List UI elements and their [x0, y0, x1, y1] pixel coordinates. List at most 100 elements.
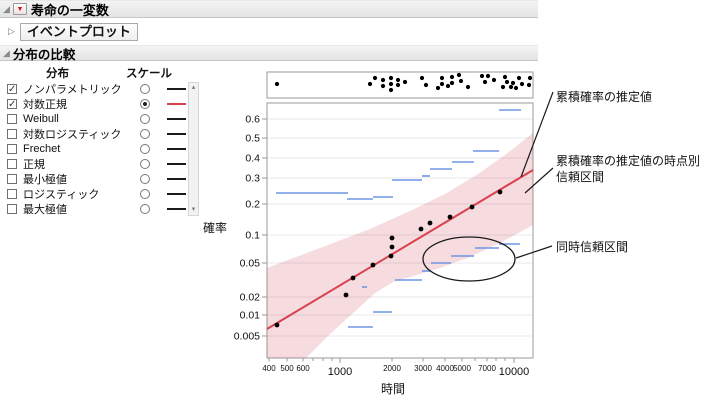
header-title-compare-distributions: 分布の比較 [12, 47, 76, 62]
outline-header-life-distribution[interactable]: ◢ ▼ 寿命の一変数 [0, 0, 538, 18]
panel-scrollbar[interactable]: ▴ ▾ [188, 82, 199, 216]
distribution-label: 対数ロジスティック [23, 128, 122, 141]
svg-text:0.01: 0.01 [240, 310, 261, 322]
pointwise-confidence-band [267, 133, 533, 358]
y-axis-title: 確率 [203, 220, 227, 235]
gridlines [268, 118, 532, 337]
distribution-checkbox[interactable] [7, 173, 17, 184]
scale-radio[interactable] [140, 203, 150, 214]
distribution-label: Weibull [23, 112, 59, 125]
disclosure-collapsed-icon[interactable]: ▷ [8, 26, 15, 36]
distribution-checkbox[interactable] [7, 113, 17, 124]
scroll-down-icon[interactable]: ▾ [191, 206, 196, 213]
distribution-label: ロジスティック [23, 188, 100, 201]
column-header-scale: スケール [126, 68, 172, 80]
header-title-life-distribution: 寿命の一変数 [30, 2, 109, 18]
distribution-row: ✓ ノンパラメトリック [0, 81, 187, 96]
scale-radio[interactable] [140, 188, 150, 199]
scale-radio[interactable] [140, 128, 150, 139]
scale-radio[interactable] [140, 143, 150, 154]
distribution-checkbox[interactable]: ✓ [7, 83, 17, 95]
annotation-simultaneous: 同時信頼区間 [556, 240, 628, 254]
y-axis[interactable]: 0.6 0.5 0.4 0.3 0.2 0.1 0.05 0.02 0.01 0.005 [234, 114, 267, 343]
distribution-row [0, 216, 187, 219]
svg-text:10000: 10000 [499, 366, 530, 378]
simultaneous-ci-ellipse-annotation [422, 236, 516, 282]
disclosure-open-icon[interactable]: ◢ [3, 3, 10, 14]
simultaneous-ci-segments [276, 109, 521, 328]
distribution-label: Frechet [23, 142, 61, 155]
distribution-row: ✓ 対数正規 [0, 96, 187, 111]
line-style-swatch[interactable] [167, 147, 186, 150]
scroll-up-icon[interactable]: ▴ [191, 84, 196, 91]
distribution-checkbox[interactable]: ✓ [7, 98, 17, 110]
column-header-distribution: 分布 [46, 68, 69, 80]
line-style-swatch[interactable] [167, 87, 186, 90]
distribution-checkbox[interactable] [7, 218, 17, 219]
annotation-pointwise-line1: 累積確率の推定値の時点別 [556, 153, 700, 168]
distribution-checkbox[interactable] [7, 128, 17, 139]
svg-text:0.6: 0.6 [245, 114, 260, 126]
svg-text:3000: 3000 [414, 364, 432, 373]
distribution-checkbox[interactable] [7, 188, 17, 199]
distribution-row: 対数ロジスティック [0, 126, 187, 141]
svg-text:2000: 2000 [383, 364, 401, 373]
disclosure-open-icon-2[interactable]: ◢ [3, 47, 10, 58]
line-style-swatch[interactable] [167, 192, 186, 195]
distribution-row: Weibull [0, 111, 187, 126]
svg-text:0.1: 0.1 [245, 230, 260, 242]
distribution-checkbox[interactable] [7, 203, 17, 214]
distribution-rows: ✓ ノンパラメトリック ✓ 対数正規 Weibull 対数ロジスティック Frechet 正規… [0, 81, 187, 219]
line-style-swatch[interactable] [167, 162, 186, 165]
scale-radio[interactable] [140, 98, 150, 109]
distribution-row: 正規 [0, 156, 187, 171]
distribution-label: 最大極値 [23, 203, 67, 216]
scale-radio[interactable] [140, 113, 150, 124]
scatter-points [274, 189, 503, 328]
red-triangle-icon: ▼ [16, 5, 24, 13]
svg-text:7000: 7000 [478, 364, 496, 373]
line-style-swatch[interactable] [167, 117, 186, 120]
annotation-pointwise-line2: 信頼区間 [556, 170, 604, 184]
lognormal-fit-line [266, 169, 534, 330]
distribution-label: ノンパラメトリック [23, 83, 122, 96]
svg-text:1000: 1000 [328, 366, 352, 378]
svg-text:5000: 5000 [453, 364, 471, 373]
svg-text:0.3: 0.3 [245, 173, 260, 185]
line-style-swatch[interactable] [167, 207, 186, 210]
svg-text:0.005: 0.005 [234, 331, 260, 343]
svg-text:400: 400 [262, 364, 276, 373]
svg-text:4000: 4000 [436, 364, 454, 373]
svg-text:500: 500 [280, 364, 294, 373]
outline-header-event-plot[interactable]: イベントプロット [19, 22, 138, 41]
x-axis-title: 時間 [381, 382, 405, 396]
svg-text:0.2: 0.2 [245, 199, 260, 211]
x-axis[interactable]: 400 500 600 1000 2000 3000 4000 5000 7000 10000 [262, 358, 529, 378]
svg-text:600: 600 [296, 364, 310, 373]
event-strip-points [274, 72, 533, 93]
distribution-row: ロジスティック [0, 186, 187, 201]
svg-text:0.05: 0.05 [240, 258, 261, 270]
line-style-swatch[interactable] [167, 177, 186, 180]
svg-text:0.4: 0.4 [245, 153, 260, 165]
event-plot-row: ▷ イベントプロット [0, 18, 538, 45]
scale-radio[interactable] [140, 158, 150, 169]
outline-header-compare-distributions[interactable]: ◢ 分布の比較 [0, 45, 538, 62]
callout-lines [515, 91, 554, 259]
distribution-row: 最小極値 [0, 171, 187, 186]
panel-column-headers: 分布 スケール [0, 65, 202, 80]
distribution-label: 正規 [23, 158, 45, 171]
red-triangle-menu-button[interactable]: ▼ [12, 3, 27, 15]
distribution-row: 最大極値 [0, 201, 187, 216]
distribution-row: Frechet [0, 141, 187, 156]
scale-radio[interactable] [140, 83, 150, 94]
svg-text:0.5: 0.5 [245, 133, 260, 145]
line-style-swatch[interactable] [167, 102, 186, 105]
distribution-selector-panel: 分布 スケール ✓ ノンパラメトリック ✓ 対数正規 Weibull 対数ロジスティック F… [0, 62, 202, 220]
distribution-checkbox[interactable] [7, 158, 17, 169]
distribution-label: 対数正規 [23, 98, 67, 111]
scale-radio[interactable] [140, 173, 150, 184]
distribution-checkbox[interactable] [7, 143, 17, 154]
line-style-swatch[interactable] [167, 132, 186, 135]
